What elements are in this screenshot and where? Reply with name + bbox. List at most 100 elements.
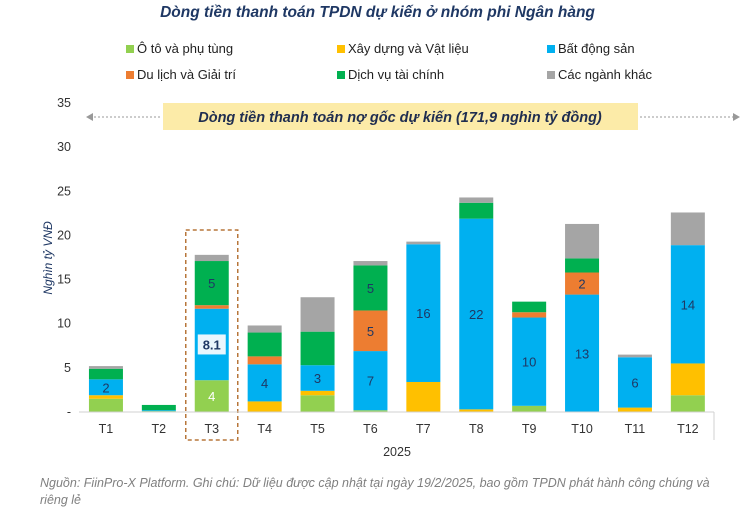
legend-swatch xyxy=(547,44,555,53)
legend-item: Bất động sản xyxy=(547,41,635,56)
bar-segment xyxy=(512,312,547,318)
bar-segment xyxy=(194,261,229,306)
data-label: 4 xyxy=(208,389,215,404)
bar-segment xyxy=(353,351,388,411)
bar-segment xyxy=(512,301,547,313)
x-tick-label: T7 xyxy=(416,422,431,436)
y-axis-label: Nghìn tỷ VNĐ xyxy=(41,221,55,295)
legend-label: Dịch vụ tài chính xyxy=(348,67,445,82)
highlight-box xyxy=(185,229,239,441)
bar-segment xyxy=(353,265,388,311)
data-label: 2 xyxy=(102,380,109,395)
data-label-box xyxy=(197,334,226,355)
annotation-banner xyxy=(163,103,638,130)
x-tick-label: T3 xyxy=(204,422,219,436)
bar-segment xyxy=(300,331,335,366)
x-tick-label: T9 xyxy=(522,422,537,436)
x-tick-label: T11 xyxy=(625,422,646,436)
arrow-right-icon xyxy=(733,113,740,121)
bar-segment xyxy=(300,365,335,391)
bar-segment xyxy=(406,241,441,245)
data-label: 22 xyxy=(469,307,483,322)
x-tick-label: T2 xyxy=(152,422,167,436)
x-tick-label: T12 xyxy=(677,422,699,436)
data-label: 5 xyxy=(367,324,374,339)
legend-item: Dịch vụ tài chính xyxy=(337,67,444,82)
bar-segment xyxy=(353,261,388,266)
x-tick-label: T4 xyxy=(257,422,272,436)
bar-segment xyxy=(88,398,123,412)
bar-segment xyxy=(88,368,123,380)
legend-swatch xyxy=(547,70,555,79)
legend-item: Các ngành khác xyxy=(547,67,652,82)
bar-segment xyxy=(670,395,705,412)
legend-label: Bất động sản xyxy=(558,41,635,56)
bar-segment xyxy=(406,381,441,412)
bar-segment xyxy=(617,357,652,408)
x-tick-label: T6 xyxy=(363,422,378,436)
bar-segment xyxy=(565,272,600,295)
data-label: 8.1 xyxy=(203,337,221,352)
y-tick-label: - xyxy=(67,405,71,419)
plot-area: Nghìn tỷ VNĐ Dòng tiền thanh toán nợ gốc… xyxy=(41,96,740,459)
data-label: 16 xyxy=(416,306,430,321)
legend-swatch xyxy=(126,70,134,79)
bar-segment xyxy=(459,409,494,412)
bar-segment xyxy=(247,325,282,333)
bar-segment xyxy=(247,356,282,365)
data-label: 5 xyxy=(367,281,374,296)
bar-segment xyxy=(194,380,229,412)
bar-segment xyxy=(194,254,229,262)
data-label: 3 xyxy=(314,371,321,386)
bar-segment xyxy=(353,310,388,352)
bar-segment xyxy=(247,332,282,357)
y-tick-label: 25 xyxy=(57,184,71,198)
bar-segment xyxy=(617,354,652,358)
bar-segment xyxy=(459,218,494,410)
data-label: 13 xyxy=(575,346,589,361)
bar-segment xyxy=(247,364,282,402)
bar-segment xyxy=(88,379,123,396)
bar-segment xyxy=(512,405,547,412)
bar-segment xyxy=(300,395,335,412)
legend-swatch xyxy=(337,44,345,53)
legend-item: Du lịch và Giải trí xyxy=(126,67,236,82)
chart-title: Dòng tiền thanh toán TPDN dự kiến ở nhóm… xyxy=(160,4,595,21)
x-axis-label: 2025 xyxy=(383,445,411,459)
bar-segment xyxy=(459,202,494,219)
bar-segment xyxy=(565,294,600,412)
data-label: 6 xyxy=(631,375,638,390)
bar-segment xyxy=(88,366,123,369)
legend-label: Các ngành khác xyxy=(558,67,652,82)
x-tick-label: T5 xyxy=(310,422,325,436)
bar-segment xyxy=(194,305,229,309)
y-tick-label: 35 xyxy=(57,96,71,110)
legend-item: Ô tô và phụ tùng xyxy=(126,41,233,56)
y-tick-label: 5 xyxy=(64,361,71,375)
y-tick-label: 30 xyxy=(57,140,71,154)
legend-label: Ô tô và phụ tùng xyxy=(137,41,234,56)
annotation-text: Dòng tiền thanh toán nợ gốc dự kiến (171… xyxy=(198,110,602,126)
data-label: 7 xyxy=(367,374,374,389)
bar-segment xyxy=(670,363,705,396)
bar-segment xyxy=(406,244,441,382)
bar-segment xyxy=(670,245,705,364)
y-tick-label: 20 xyxy=(57,228,71,242)
legend-label: Xây dựng và Vật liệu xyxy=(348,41,469,56)
data-label: 4 xyxy=(261,376,268,391)
bar-segment xyxy=(141,410,176,412)
legend-swatch xyxy=(126,44,134,53)
bar-segment xyxy=(247,401,282,412)
bar-segment xyxy=(617,407,652,412)
legend-label: Du lịch và Giải trí xyxy=(137,67,236,82)
y-tick-label: 15 xyxy=(57,273,71,287)
bar-segment xyxy=(300,390,335,396)
footnote: Nguồn: FiinPro-X Platform. Ghi chú: Dữ l… xyxy=(40,476,710,507)
bar-segment xyxy=(512,317,547,406)
data-label: 5 xyxy=(208,276,215,291)
legend-item: Xây dựng và Vật liệu xyxy=(337,41,469,56)
bar-segment xyxy=(88,395,123,399)
x-tick-label: T8 xyxy=(469,422,484,436)
arrow-left-icon xyxy=(86,113,93,121)
